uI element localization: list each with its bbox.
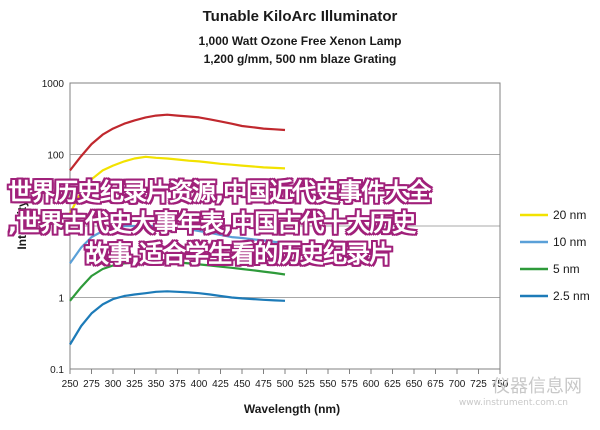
chart-subtitle-grating: 1,200 g/mm, 500 nm blaze Grating	[203, 52, 397, 66]
tick-labels: 0.1 1 10 100 1000 250 275 300 325 350 375 400 425 450…	[42, 79, 509, 390]
x-tick-label: 350	[148, 379, 165, 390]
x-tick-label: 700	[449, 379, 466, 390]
series-layer	[69, 113, 286, 346]
overlay-text-line-2: ,世界古代史大事年表,中国古代十大历史	[8, 209, 416, 237]
chart-subtitle-lamp: 1,000 Watt Ozone Free Xenon Lamp	[198, 34, 402, 48]
x-tick-label: 600	[363, 379, 380, 390]
x-tick-label: 675	[427, 379, 444, 390]
x-tick-label: 575	[341, 379, 358, 390]
x-tick-label: 325	[126, 379, 143, 390]
x-tick-label: 625	[384, 379, 401, 390]
watermark-logo: 仪器信息网	[492, 376, 582, 397]
x-tick-label: 550	[320, 379, 337, 390]
overlay-text-line-1: 世界历史纪录片资源,中国近代史事件大全	[8, 178, 431, 206]
y-tick-label: 1000	[42, 79, 65, 90]
series-line-4	[69, 260, 286, 302]
series-line-3	[69, 224, 286, 265]
x-tick-label: 275	[83, 379, 100, 390]
watermark-url: www.instrument.com.cn	[458, 398, 568, 408]
x-axis-label: Wavelength (nm)	[244, 402, 340, 416]
x-tick-label: 725	[470, 379, 487, 390]
legend-label: 2.5 nm	[553, 289, 590, 303]
chart-title: Tunable KiloArc Illuminator	[202, 8, 398, 25]
legend: 20 nm 10 nm 5 nm 2.5 nm	[520, 208, 590, 303]
x-tick-label: 450	[234, 379, 251, 390]
series-line-5	[69, 290, 286, 346]
legend-label: 5 nm	[553, 262, 580, 276]
x-tick-label: 500	[277, 379, 294, 390]
y-axis-label: Intensity	[15, 200, 29, 250]
x-tick-label: 375	[169, 379, 186, 390]
chart-axes	[69, 82, 501, 374]
y-tick-label: 10	[53, 222, 65, 233]
x-tick-label: 300	[105, 379, 122, 390]
series-line-2	[69, 155, 286, 214]
x-tick-label: 525	[298, 379, 315, 390]
x-tick-label: 425	[212, 379, 229, 390]
x-tick-label: 250	[62, 379, 79, 390]
y-tick-label: 1	[58, 294, 64, 305]
plot-frame	[69, 82, 501, 370]
x-tick-label: 650	[406, 379, 423, 390]
series-line-1	[69, 113, 286, 172]
y-tick-label: 100	[47, 151, 64, 162]
x-tick-label: 400	[191, 379, 208, 390]
x-tick-label: 750	[492, 379, 509, 390]
x-tick-label: 475	[255, 379, 272, 390]
overlay-text-line-3: 故事,适合学生看的历史纪录片	[85, 240, 393, 268]
legend-label: 20 nm	[553, 208, 586, 222]
legend-label: 10 nm	[553, 235, 586, 249]
y-tick-label: 0.1	[50, 365, 64, 376]
